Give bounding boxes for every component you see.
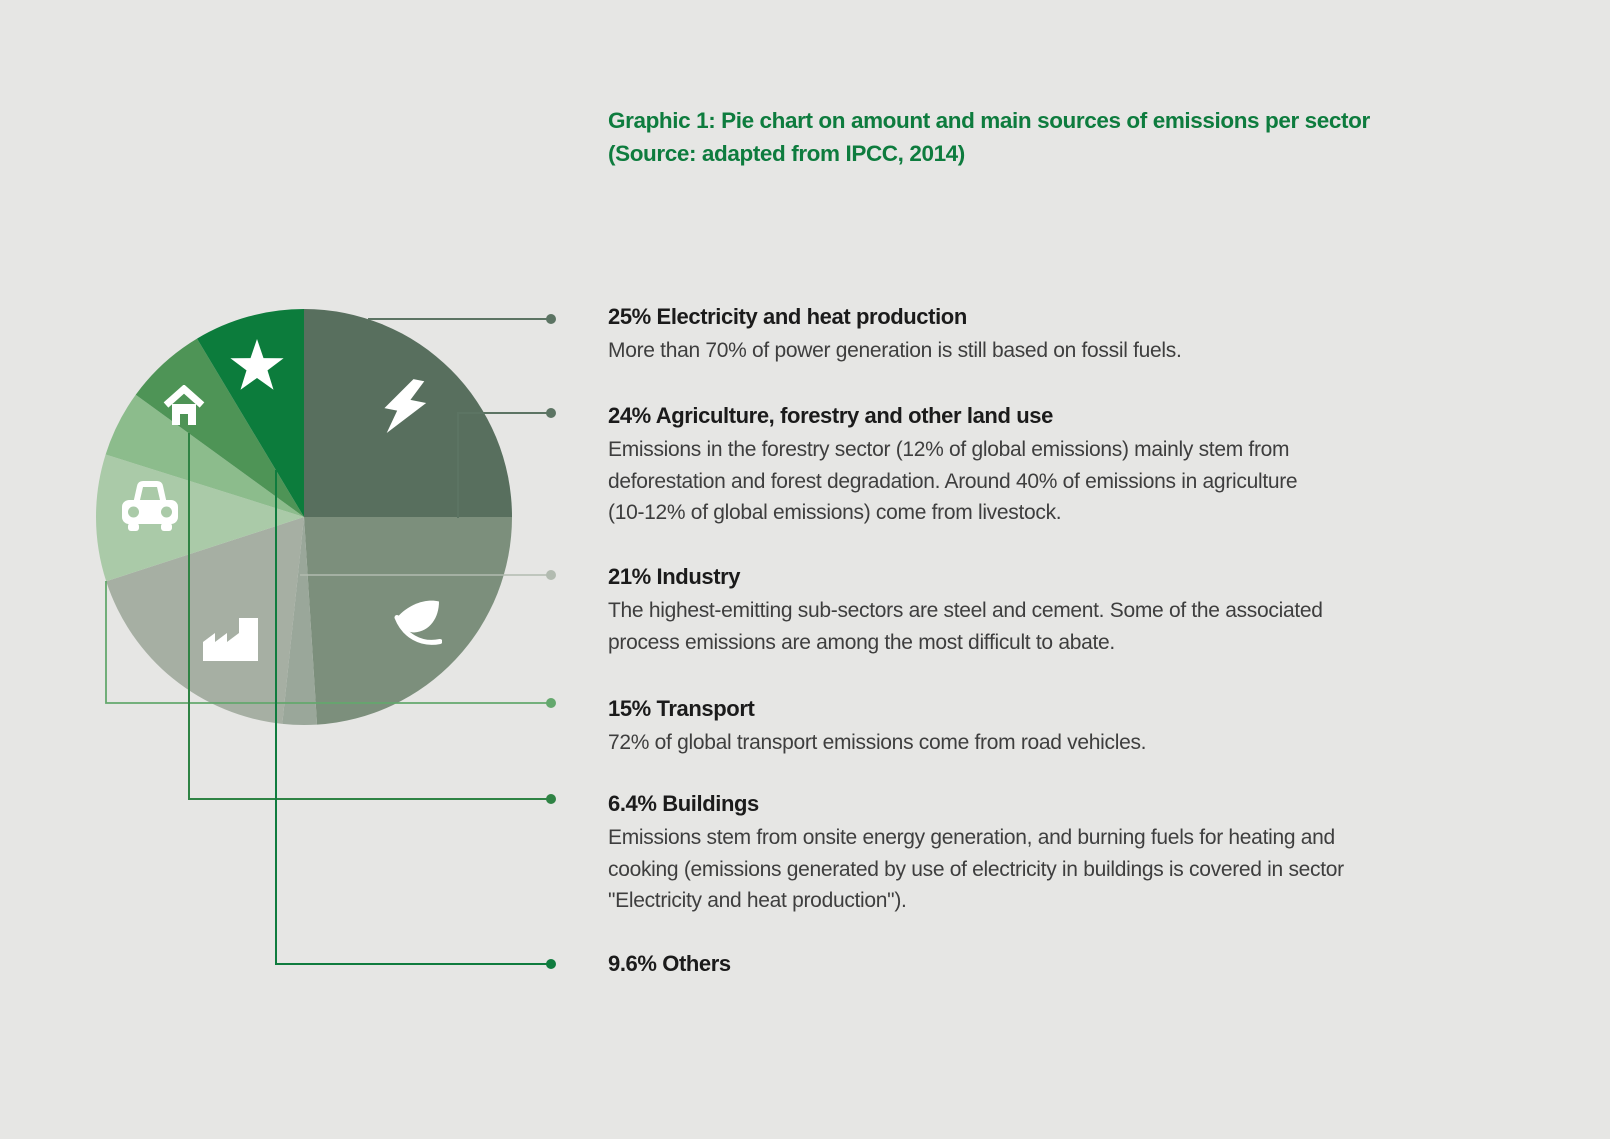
sector-section-industry: 21% Industry The highest-emitting sub-sec… <box>608 563 1438 658</box>
sector-description: 72% of global transport emissions come f… <box>608 727 1438 759</box>
sector-section-electricity-and-heat-production: 25% Electricity and heat production More … <box>608 303 1438 367</box>
sector-header: 6.4% Buildings <box>608 791 759 816</box>
sector-description-line: The highest-emitting sub-sectors are ste… <box>608 599 1323 622</box>
pie-slice-buildings <box>135 338 304 517</box>
connector-dot-transport <box>546 698 556 708</box>
sector-description-line: process emissions are among the most dif… <box>608 630 1115 654</box>
sector-description: More than 70% of power generation is sti… <box>608 335 1438 367</box>
graphic-title-block: Graphic 1: Pie chart on amount and main … <box>608 104 1370 170</box>
sector-description: Emissions stem from onsite energy genera… <box>608 822 1438 917</box>
sector-section-buildings: 6.4% Buildings Emissions stem from onsite… <box>608 790 1438 917</box>
pie-slice-industry-band <box>282 517 318 725</box>
sector-description-line: "Electricity and heat production"). <box>608 889 907 912</box>
graphic-title: Graphic 1: Pie chart on amount and main … <box>608 108 1370 133</box>
sector-description-line: cooking (emissions generated by use of e… <box>608 857 1344 881</box>
sector-header: 25% Electricity and heat production <box>608 304 967 329</box>
connector-dot-buildings <box>546 794 556 804</box>
sector-description-line: Emissions stem from onsite energy genera… <box>608 826 1335 849</box>
car-icon <box>122 481 178 531</box>
connector-dot-industry <box>546 570 556 580</box>
sector-header: 9.6% Others <box>608 951 731 976</box>
pie-slice-industry <box>106 517 305 724</box>
connector-dot-agriculture-forestry-and-other-land-use <box>546 408 556 418</box>
sector-description-line: deforestation and forest degradation. Ar… <box>608 469 1298 493</box>
sector-description: The highest-emitting sub-sectors are ste… <box>608 595 1438 658</box>
sector-section-agriculture-forestry-and-other-land-use: 24% Agriculture, forestry and other land… <box>608 402 1438 529</box>
sector-header: 24% Agriculture, forestry and other land… <box>608 403 1053 428</box>
sector-header: 15% Transport <box>608 696 755 721</box>
connector-line-others <box>275 470 547 965</box>
pie-slice-transport-band <box>105 394 304 517</box>
star-icon <box>230 339 284 390</box>
sector-header: 21% Industry <box>608 564 741 589</box>
sector-section-others: 9.6% Others <box>608 950 1438 977</box>
connector-line-agriculture-forestry-and-other-land-use <box>457 412 547 518</box>
connector-dot-electricity-and-heat-production <box>546 314 556 324</box>
connector-dot-others <box>546 959 556 969</box>
sector-description: Emissions in the forestry sector (12% of… <box>608 434 1438 529</box>
sector-description-line: 72% of global transport emissions come f… <box>608 731 1147 754</box>
sector-description-line: More than 70% of power generation is sti… <box>608 339 1182 362</box>
sector-description-line: Emissions in the forestry sector (12% of… <box>608 438 1290 461</box>
sector-description-line: (10-12% of global emissions) come from l… <box>608 501 1062 524</box>
lightning-icon <box>384 379 427 433</box>
factory-icon <box>203 618 258 661</box>
connector-line-buildings <box>188 433 547 800</box>
connector-line-transport <box>105 581 547 704</box>
leaf-icon <box>394 600 442 645</box>
house-icon <box>163 385 205 425</box>
graphic-source: (Source: adapted from IPCC, 2014) <box>608 141 965 166</box>
sector-section-transport: 15% Transport 72% of global transport emi… <box>608 695 1438 759</box>
